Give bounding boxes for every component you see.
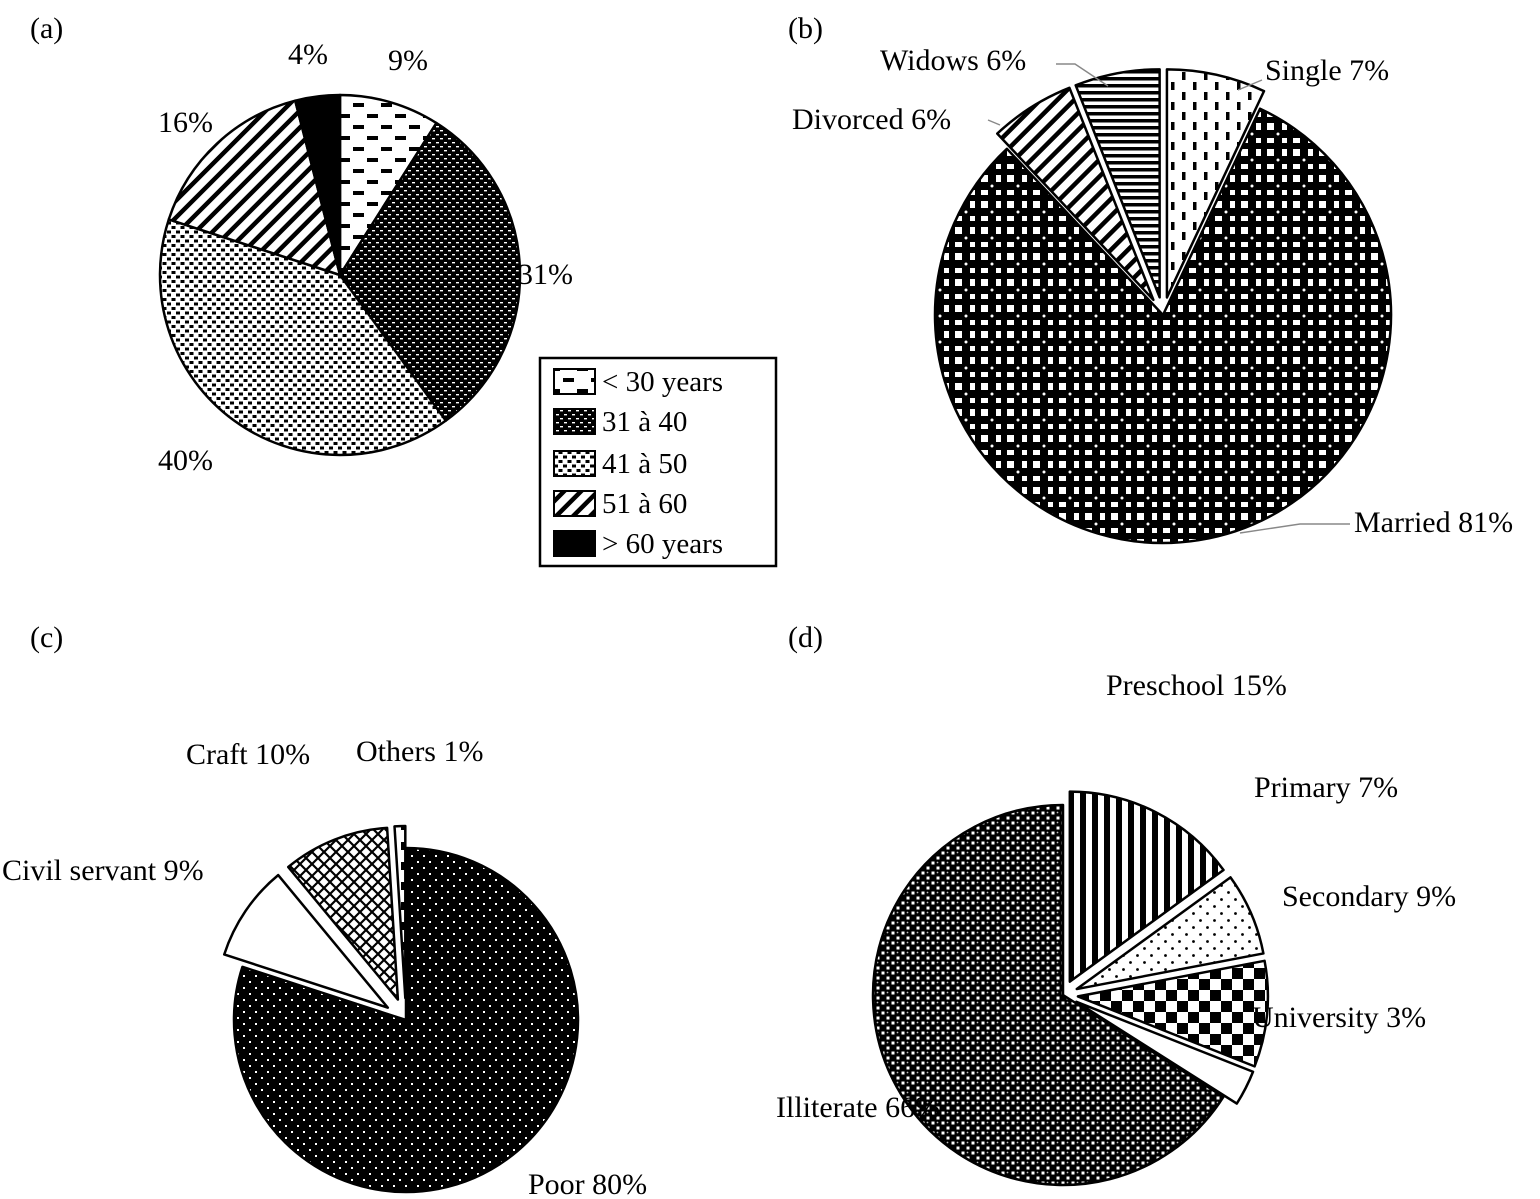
leader-line-single — [1237, 79, 1263, 91]
pie-d-label-secondary: Secondary 9% — [1282, 880, 1456, 913]
pie-c-slices — [222, 824, 580, 1194]
panel-tag-c: (c) — [30, 621, 63, 654]
panel-tag-d: (d) — [788, 621, 823, 654]
pie-a-label-41-50: 40% — [158, 444, 213, 477]
pie-d-slice-primary — [1075, 876, 1265, 991]
pie-a-slice-30-years — [338, 93, 438, 277]
pie-d-slice-secondary — [1076, 959, 1270, 1068]
pie-c-slice-poor — [232, 846, 580, 1194]
pie-a-slice-31-40 — [338, 121, 522, 422]
pie-d-slice-preschool — [1068, 790, 1225, 983]
pie-b-slice-married — [933, 107, 1393, 545]
pie-b-slice-divorced — [996, 86, 1155, 302]
pie-b-slices — [933, 68, 1393, 545]
legend-label-51-60: 51 à 60 — [602, 488, 687, 520]
pie-a-slice-60-years — [293, 93, 342, 277]
pie-d-label-illiterate: Illiterate 66% — [776, 1091, 940, 1124]
pie-a-label-51-60: 16% — [158, 106, 213, 139]
pie-d-slices — [871, 790, 1270, 1187]
legend-swatch-51-60 — [553, 490, 596, 517]
pie-a-label-lt30: 9% — [388, 44, 428, 77]
legend-swatch-41-50 — [553, 450, 596, 477]
pie-a-label-31-40: 31% — [518, 258, 573, 291]
pie-d-label-university: University 3% — [1252, 1001, 1426, 1034]
panel-tag-a: (a) — [30, 12, 63, 45]
pie-a-legend: < 30 years 31 à 40 41 à 50 51 à 60 > 60 … — [538, 356, 778, 568]
leader-line-divorced — [987, 119, 1001, 126]
pie-c-slice-others — [393, 824, 407, 1000]
pie-a-slice-41-50 — [158, 218, 448, 457]
pie-a-slice-51-60 — [167, 99, 342, 277]
pie-b-slice-widows — [1074, 68, 1161, 299]
pie-d-slice-university — [1075, 1000, 1255, 1105]
pie-c-slice-craft — [287, 826, 400, 1001]
pie-c-label-others: Others 1% — [356, 735, 483, 768]
pie-d-slice-illiterate — [871, 803, 1225, 1187]
leader-line-married — [1239, 523, 1350, 534]
legend-label-31-40: 31 à 40 — [602, 406, 687, 438]
panel-tag-b: (b) — [788, 12, 823, 45]
pie-b-slice-single — [1165, 68, 1266, 299]
pie-b-label-widows: Widows 6% — [880, 44, 1026, 77]
pie-c-label-civil-servant: Civil servant 9% — [2, 854, 204, 887]
pie-d-label-primary: Primary 7% — [1254, 771, 1398, 804]
pie-c-slice-civil-servant — [222, 873, 390, 1009]
pie-d-label-preschool: Preschool 15% — [1106, 669, 1287, 702]
legend-label-lt30: < 30 years — [602, 366, 723, 398]
legend-label-gt60: > 60 years — [602, 528, 723, 560]
pie-c-label-poor: Poor 80% — [528, 1168, 647, 1199]
pie-a-label-gt60: 4% — [288, 38, 328, 71]
pie-a-slices — [158, 93, 522, 457]
leader-line-widows — [1056, 63, 1109, 87]
pie-b-label-single: Single 7% — [1265, 54, 1389, 87]
pie-b-label-divorced: Divorced 6% — [792, 103, 951, 136]
legend-label-41-50: 41 à 50 — [602, 448, 687, 480]
legend-swatch-gt60 — [553, 530, 596, 557]
legend-swatch-31-40 — [553, 408, 596, 435]
pie-c-label-craft: Craft 10% — [186, 738, 310, 771]
pie-b-label-married: Married 81% — [1354, 506, 1513, 539]
legend-swatch-lt30 — [553, 368, 596, 395]
